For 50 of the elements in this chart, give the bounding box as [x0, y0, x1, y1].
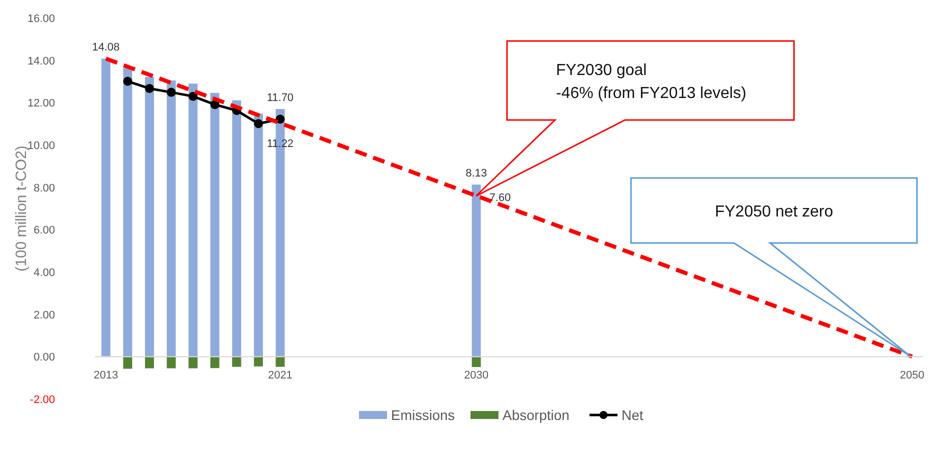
- y-tick-label: 14.00: [27, 55, 55, 68]
- y-tick-label: 8.00: [34, 182, 55, 194]
- bar: [232, 100, 242, 357]
- data-label: 7.60: [489, 192, 511, 204]
- x-tick-label: 2013: [94, 370, 118, 382]
- bar: [166, 80, 176, 357]
- bar: [144, 77, 154, 357]
- point: [188, 92, 198, 101]
- callout-box: FY2050 net zero: [630, 177, 918, 357]
- x-tick-label: 2050: [900, 370, 924, 382]
- legend-label: Absorption: [502, 407, 570, 423]
- legend-label: Emissions: [391, 407, 455, 423]
- bar: [210, 92, 220, 357]
- point: [166, 88, 176, 97]
- annotation: FY2030 goal -46% (from FY2013 levels): [556, 62, 746, 102]
- bar: [123, 68, 132, 357]
- x-tick-label: 2021: [268, 370, 292, 382]
- bar: [144, 356, 154, 368]
- y-tick-label: -2.00: [30, 394, 55, 406]
- bar: [254, 114, 263, 357]
- bar: [188, 84, 198, 357]
- legend-label: Net: [622, 407, 644, 423]
- bar: [232, 356, 242, 367]
- y-tick-label: 12.00: [27, 98, 55, 110]
- point: [144, 84, 154, 93]
- data-label: 8.13: [466, 168, 488, 180]
- data-label: 11.70: [266, 92, 294, 104]
- y-axis-title: (100 million t-CO2): [13, 146, 30, 272]
- annotation: FY2050 net zero: [714, 204, 834, 220]
- y-tick-label: 6.00: [34, 224, 55, 237]
- y-tick-label: 4.00: [34, 267, 55, 279]
- bar: [123, 356, 132, 369]
- bar: [188, 356, 198, 368]
- bar: [210, 356, 220, 368]
- point: [276, 114, 285, 124]
- bar: [101, 58, 110, 357]
- point: [123, 76, 132, 86]
- point: [254, 119, 263, 128]
- y-tick-label: 16.00: [27, 13, 55, 25]
- y-tick-label: 2.00: [34, 309, 55, 322]
- bar: [276, 356, 285, 367]
- y-tick-label: 10.00: [27, 140, 55, 152]
- bar: [472, 356, 481, 368]
- point: [210, 100, 220, 110]
- y-tick-label: 0.00: [34, 352, 55, 364]
- x-tick-label: 2030: [464, 370, 489, 382]
- bar: [472, 184, 481, 357]
- bar: [166, 356, 176, 368]
- data-label: 14.08: [92, 42, 120, 54]
- bar: [254, 356, 263, 366]
